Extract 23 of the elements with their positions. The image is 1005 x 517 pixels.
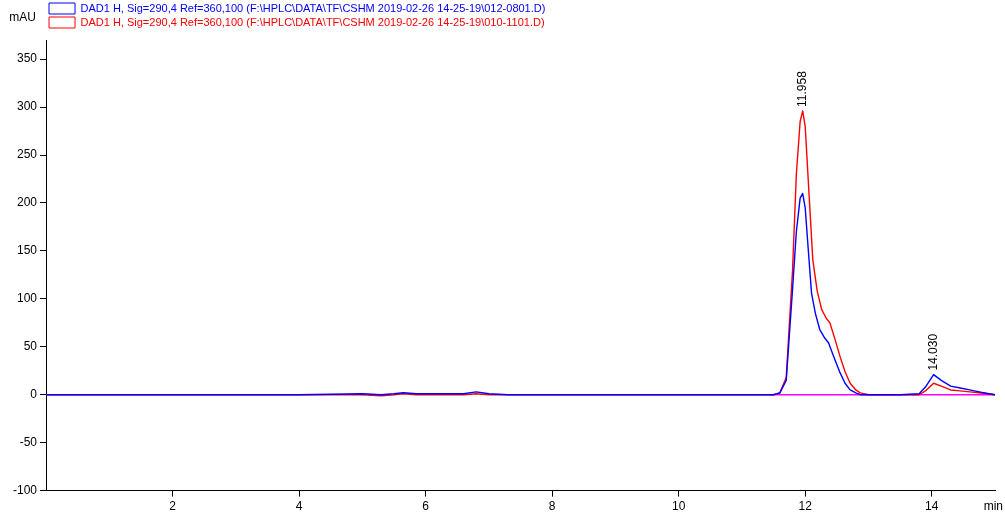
y-tick-label: 50 (23, 339, 38, 354)
x-tick-label: 4 (295, 499, 303, 514)
annotation: 11.958 (794, 70, 809, 107)
y-tick-label: -50 (19, 434, 38, 449)
x-tick-label: 12 (798, 499, 813, 514)
x-axis-title: min (983, 498, 1003, 513)
legend-label: DAD1 H, Sig=290,4 Ref=360,100 (F:\HPLC\DATA\TF\CSHM 2019-02-26 14-25-19\010-1101.D) (80, 15, 545, 28)
y-axis-title: mAU (9, 10, 37, 25)
x-tick-label: 2 (169, 499, 177, 514)
y-tick-label: 250 (16, 147, 38, 162)
x-tick-label: 14 (925, 499, 939, 514)
y-tick-label: 300 (16, 99, 38, 114)
y-tick-label: 0 (30, 387, 38, 402)
y-tick-label: -100 (12, 482, 38, 497)
x-tick-label: 10 (671, 499, 686, 514)
y-tick-label: 200 (16, 195, 38, 210)
y-tick-label: 350 (16, 51, 38, 66)
x-tick-label: 8 (548, 499, 556, 514)
x-tick-label: 6 (422, 499, 430, 514)
y-tick-label: 100 (16, 291, 38, 306)
annotation: 14.030 (925, 333, 940, 371)
y-tick-label: 150 (16, 243, 38, 258)
legend-label: DAD1 H, Sig=290,4 Ref=360,100 (F:\HPLC\DATA\TF\CSHM 2019-02-26 14-25-19\012-0801.D) (80, 1, 546, 14)
